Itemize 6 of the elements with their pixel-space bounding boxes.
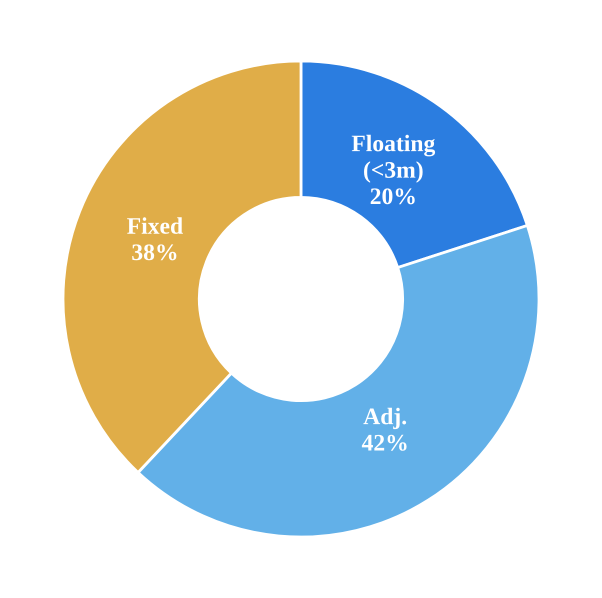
slice-label: Fixed xyxy=(127,217,183,234)
slice-label: Adj. xyxy=(363,408,406,430)
slice-label: Floating (<3m) xyxy=(352,134,436,183)
data-label: 20% xyxy=(370,188,415,204)
data-label: 38% xyxy=(132,244,176,260)
data-label: 42% xyxy=(362,434,407,451)
